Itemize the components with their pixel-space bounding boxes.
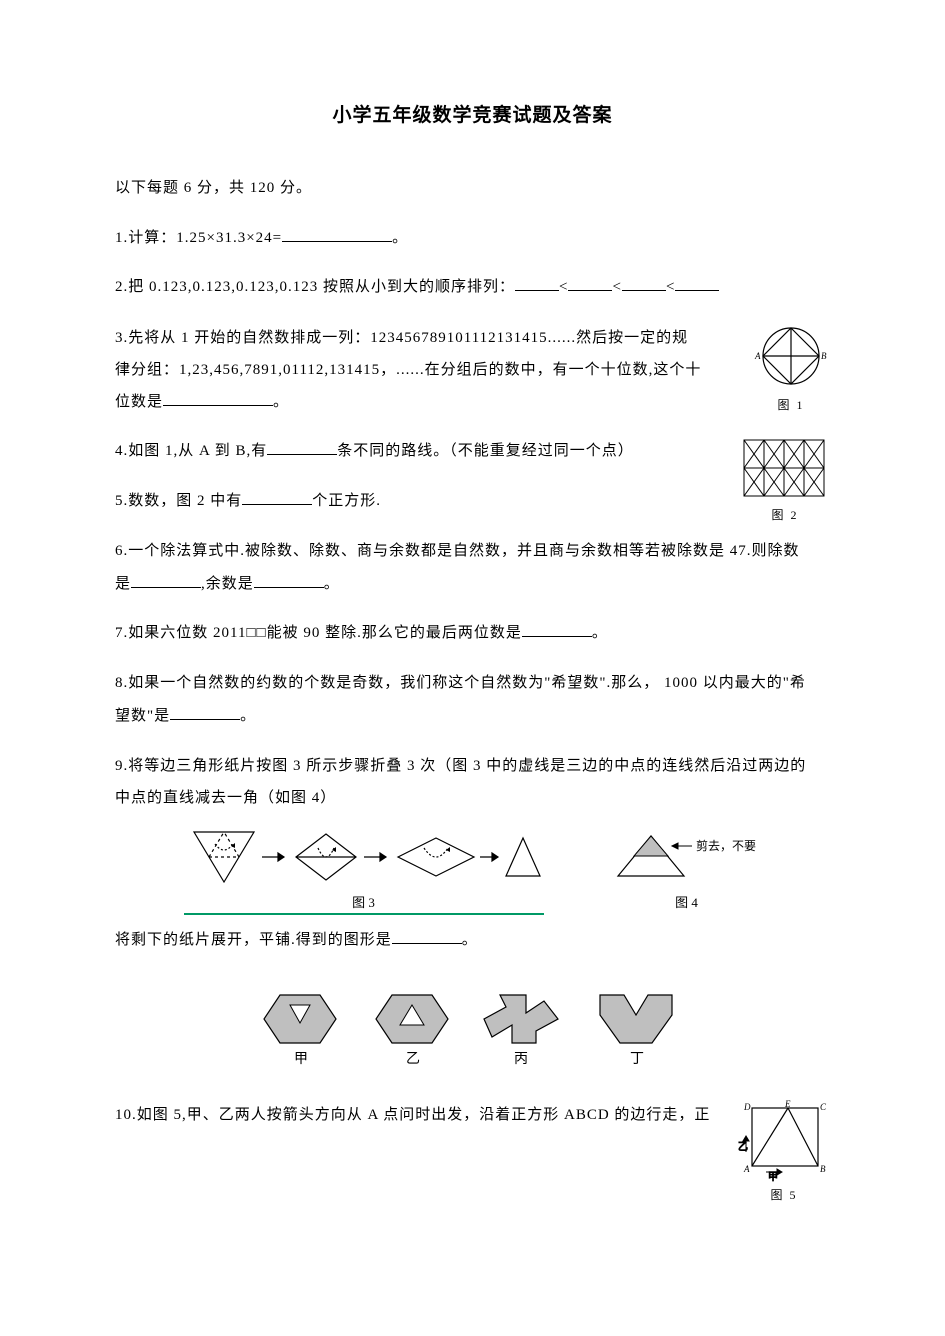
q10-text: 10.如图 5,甲、乙两人按箭头方向从 A 点问时出发，沿着正方形 ABCD 的… [115,1107,710,1123]
svg-text:E: E [784,1100,791,1109]
svg-text:D: D [743,1102,751,1112]
q5-suf: 个正方形. [312,493,381,509]
circle-diagram-icon: A B [752,322,830,392]
q6-l2-suf: 。 [324,576,340,592]
q9-res-suf: 。 [462,932,478,948]
svg-text:丁: 丁 [630,1052,644,1067]
q9-res-pre: 将剩下的纸片展开，平铺.得到的图形是 [115,932,392,948]
question-8: 8.如果一个自然数的约数的个数是奇数，我们称这个自然数为"希望数".那么， 10… [115,667,830,732]
square-path-icon: A B C D E 甲 乙 [738,1100,830,1182]
svg-text:B: B [821,351,827,361]
q9-blank [392,928,462,945]
q1-prefix: 1.计算：1.25×31.3×24= [115,230,282,246]
q2-lt1: < [559,279,568,295]
question-10: 10.如图 5,甲、乙两人按箭头方向从 A 点问时出发，沿着正方形 ABCD 的… [115,1100,830,1132]
q4-pre: 4.如图 1,从 A 到 B,有 [115,443,267,459]
q6-l2-mid: ,余数是 [201,576,254,592]
figure-5: A B C D E 甲 乙 图 5 [738,1100,830,1203]
q1-blank [282,225,392,242]
q9-l2: 中点的直线减去一角（如图 4） [115,790,336,806]
grid-pattern-icon [740,436,830,502]
q3-l1: 3.先将从 1 开始的自然数排成一列：123456789101112131415… [115,330,688,346]
svg-text:甲: 甲 [294,1052,308,1067]
question-3-block: A B 图 1 3.先将从 1 开始的自然数排成一列：1234567891011… [115,322,830,437]
question-7: 7.如果六位数 2011□□能被 90 整除.那么它的最后两位数是 。 [115,618,830,650]
question-9-result: 将剩下的纸片展开，平铺.得到的图形是 。 [115,925,830,957]
q3-l2: 律分组：1,23,456,7891,01112,131415，......在分组… [115,362,701,378]
q2-blank-4 [675,274,719,291]
q6-l1: 6.一个除法算式中.被除数、除数、商与余数都是自然数，并且商与余数相等若被除数是… [115,543,800,559]
svg-text:乙: 乙 [738,1141,748,1153]
fold-sequence-icon [184,824,544,892]
q2-prefix: 2.把 0.123,0.123,0.123,0.123 按照从小到大的顺序排列： [115,279,515,295]
q3-l3-pre: 位数是 [115,394,163,410]
q5-pre: 5.数数，图 2 中有 [115,493,242,509]
q4-suf: 条不同的路线。（不能重复经过同一个点） [337,443,634,459]
svg-text:甲: 甲 [768,1172,778,1182]
figure-3-4-row: 图 3 剪去，不要 图 4 [115,824,830,915]
svg-text:B: B [820,1164,826,1174]
figure-4-caption: 图 4 [612,892,762,911]
q2-blank-3 [622,274,666,291]
options-shapes-icon: 甲 乙 丙 丁 [258,975,688,1067]
page-title: 小学五年级数学竞赛试题及答案 [115,100,830,127]
question-3: 3.先将从 1 开始的自然数排成一列：123456789101112131415… [115,322,830,419]
question-4: 4.如图 1,从 A 到 B,有 条不同的路线。（不能重复经过同一个点） [115,436,830,468]
q2-lt2: < [612,279,621,295]
q4-blank [267,439,337,456]
q4-q5-block: 图 2 4.如图 1,从 A 到 B,有条不同的路线。（不能重复经过同一个点） … [115,436,830,535]
svg-text:A: A [754,351,761,361]
q7-blank [522,620,592,637]
q2-blank-1 [515,274,559,291]
figure-4: 剪去，不要 图 4 [612,824,762,911]
svg-text:丙: 丙 [514,1052,528,1067]
q7-pre: 7.如果六位数 2011□□能被 90 整除.那么它的最后两位数是 [115,625,522,641]
q8-l1: 8.如果一个自然数的约数的个数是奇数，我们称这个自然数为"希望数".那么， 10… [115,675,806,691]
cut-triangle-icon: 剪去，不要 [612,824,762,892]
figure-3: 图 3 [184,824,544,915]
figure-2-caption: 图 2 [740,506,830,523]
question-10-block: A B C D E 甲 乙 图 5 10.如图 5, [115,1100,830,1203]
q2-lt3: < [666,279,675,295]
q6-blank-2 [254,571,324,588]
figure-2: 图 2 [740,436,830,523]
q2-blank-2 [568,274,612,291]
svg-text:乙: 乙 [406,1051,420,1067]
q8-l2-suf: 。 [240,708,256,724]
question-6: 6.一个除法算式中.被除数、除数、商与余数都是自然数，并且商与余数相等若被除数是… [115,535,830,600]
q1-suffix: 。 [392,230,408,246]
q9-options-row: 甲 乙 丙 丁 [115,975,830,1072]
figure-1: A B 图 1 [752,322,830,413]
question-1: 1.计算：1.25×31.3×24= 。 [115,223,830,255]
q8-l2-pre: 望数"是 [115,708,170,724]
q5-blank [242,488,312,505]
q9-l1: 9.将等边三角形纸片按图 3 所示步骤折叠 3 次（图 3 中的虚线是三边的中点… [115,758,806,774]
q6-blank-1 [131,571,201,588]
fig4-text: 剪去，不要 [696,838,756,853]
figure-5-caption: 图 5 [738,1186,830,1203]
figure-1-caption: 图 1 [752,396,830,413]
q6-l2-pre: 是 [115,576,131,592]
q8-blank [170,703,240,720]
question-9: 9.将等边三角形纸片按图 3 所示步骤折叠 3 次（图 3 中的虚线是三边的中点… [115,750,830,815]
question-5: 5.数数，图 2 中有 个正方形. [115,486,830,518]
figure-3-caption: 图 3 [184,892,544,911]
svg-text:A: A [743,1164,750,1174]
q3-l3-suf: 。 [273,394,289,410]
instructions: 以下每题 6 分，共 120 分。 [115,173,830,205]
svg-text:C: C [820,1102,827,1112]
q7-suf: 。 [592,625,608,641]
question-2: 2.把 0.123,0.123,0.123,0.123 按照从小到大的顺序排列：… [115,272,830,304]
page: 小学五年级数学竞赛试题及答案 以下每题 6 分，共 120 分。 1.计算：1.… [0,0,945,1336]
q3-blank [163,389,273,406]
